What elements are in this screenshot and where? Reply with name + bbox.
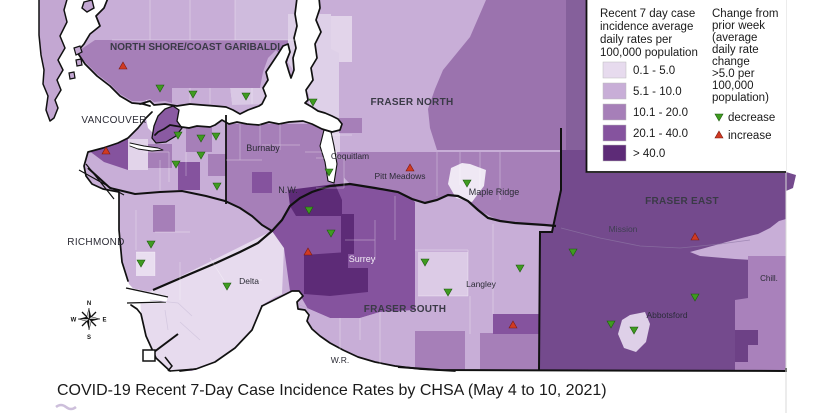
svg-text:Recent 7 day case: Recent 7 day case bbox=[600, 8, 695, 20]
svg-text:COVID-19 Recent 7-Day Case Inc: COVID-19 Recent 7-Day Case Incidence Rat… bbox=[57, 382, 607, 399]
svg-text:incidence average: incidence average bbox=[600, 21, 693, 33]
svg-text:Mission: Mission bbox=[609, 224, 638, 234]
svg-text:Pitt Meadows: Pitt Meadows bbox=[374, 171, 425, 181]
svg-text:FRASER SOUTH: FRASER SOUTH bbox=[364, 304, 447, 315]
svg-text:prior week: prior week bbox=[712, 20, 765, 32]
svg-text:Maple Ridge: Maple Ridge bbox=[469, 187, 520, 197]
svg-text:population): population) bbox=[712, 92, 769, 104]
svg-text:increase: increase bbox=[728, 130, 771, 142]
svg-text:100,000 population: 100,000 population bbox=[600, 47, 698, 59]
svg-text:W.R.: W.R. bbox=[331, 355, 349, 365]
svg-text:RICHMOND: RICHMOND bbox=[67, 237, 124, 248]
svg-text:10.1 - 20.0: 10.1 - 20.0 bbox=[633, 107, 688, 119]
svg-text:100,000: 100,000 bbox=[712, 80, 754, 92]
svg-text:FRASER NORTH: FRASER NORTH bbox=[370, 97, 453, 108]
svg-text:>5.0 per: >5.0 per bbox=[712, 68, 755, 80]
svg-text:Change from: Change from bbox=[712, 8, 778, 20]
svg-text:Langley: Langley bbox=[466, 279, 497, 289]
svg-text:N: N bbox=[87, 301, 91, 307]
svg-text:daily rates per: daily rates per bbox=[600, 34, 672, 46]
svg-text:daily rate: daily rate bbox=[712, 44, 759, 56]
svg-text:NORTH SHORE/COAST GARIBALDI: NORTH SHORE/COAST GARIBALDI bbox=[110, 42, 280, 53]
svg-text:change: change bbox=[712, 56, 750, 68]
svg-text:Coquitlam: Coquitlam bbox=[331, 151, 369, 161]
svg-text:0.1 - 5.0: 0.1 - 5.0 bbox=[633, 65, 675, 77]
svg-text:S: S bbox=[87, 335, 91, 341]
svg-text:Burnaby: Burnaby bbox=[246, 143, 280, 153]
svg-text:5.1 - 10.0: 5.1 - 10.0 bbox=[633, 86, 682, 98]
svg-text:Surrey: Surrey bbox=[349, 254, 376, 264]
svg-text:E: E bbox=[102, 318, 106, 324]
svg-text:Chill.: Chill. bbox=[760, 274, 778, 283]
svg-text:Abbotsford: Abbotsford bbox=[646, 310, 687, 320]
svg-text:Delta: Delta bbox=[239, 276, 259, 286]
svg-text:20.1 - 40.0: 20.1 - 40.0 bbox=[633, 128, 688, 140]
svg-text:W: W bbox=[71, 318, 77, 324]
svg-text:> 40.0: > 40.0 bbox=[633, 148, 665, 160]
svg-text:(average: (average bbox=[712, 32, 757, 44]
svg-text:decrease: decrease bbox=[728, 112, 775, 124]
svg-text:N.W.: N.W. bbox=[278, 185, 298, 195]
svg-text:FRASER EAST: FRASER EAST bbox=[645, 196, 719, 207]
svg-text:VANCOUVER: VANCOUVER bbox=[81, 115, 146, 126]
